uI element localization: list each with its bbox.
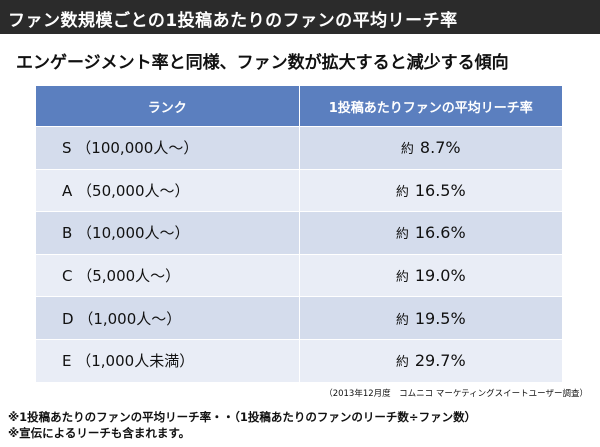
reach-value: 16.5% bbox=[414, 180, 466, 200]
header-reach-rate: 1投稿あたりファンの平均リーチ率 bbox=[299, 86, 562, 127]
footnotes: ※1投稿あたりのファンの平均リーチ率・・（1投稿あたりのファンのリーチ数÷ファン… bbox=[8, 409, 476, 441]
header-rank: ランク bbox=[36, 86, 300, 127]
title-bar: ファン数規模ごとの1投稿あたりのファンの平均リーチ率 bbox=[0, 0, 600, 34]
approx-label: 約 bbox=[395, 227, 409, 243]
approx-label: 約 bbox=[395, 184, 409, 200]
footnote-ads: ※宣伝によるリーチも含まれます。 bbox=[8, 426, 191, 440]
footnote-definition: ※1投稿あたりのファンの平均リーチ率・・（1投稿あたりのファンのリーチ数÷ファン… bbox=[8, 410, 477, 424]
reach-value: 19.0% bbox=[414, 266, 466, 286]
reach-value: 19.5% bbox=[414, 308, 466, 328]
reach-value: 8.7% bbox=[419, 138, 461, 158]
reach-rate-table: ランク 1投稿あたりファンの平均リーチ率 S （100,000人～） 約 8.7%… bbox=[36, 86, 562, 382]
reach-value: 16.6% bbox=[414, 223, 466, 243]
table-row: A （50,000人～） 約 16.5% bbox=[36, 168, 562, 212]
reach-cell: 約 16.5% bbox=[299, 168, 562, 212]
subtitle: エンゲージメント率と同様、ファン数が拡大すると減少する傾向 bbox=[16, 53, 509, 73]
table-header-row: ランク 1投稿あたりファンの平均リーチ率 bbox=[36, 86, 562, 127]
page-title: ファン数規模ごとの1投稿あたりのファンの平均リーチ率 bbox=[8, 11, 458, 31]
reach-cell: 約 8.7% bbox=[299, 126, 562, 170]
rank-cell: E （1,000人未満） bbox=[36, 338, 300, 382]
table-row: C （5,000人～） 約 19.0% bbox=[36, 253, 562, 297]
table-row: E （1,000人未満） 約 29.7% bbox=[36, 338, 562, 382]
approx-label: 約 bbox=[400, 142, 414, 158]
rank-cell: D （1,000人～） bbox=[36, 296, 300, 340]
rank-cell: B （10,000人～） bbox=[36, 211, 300, 255]
rank-cell: C （5,000人～） bbox=[36, 253, 300, 297]
approx-label: 約 bbox=[395, 312, 409, 328]
reach-cell: 約 19.5% bbox=[299, 296, 562, 340]
reach-cell: 約 19.0% bbox=[299, 253, 562, 297]
reach-cell: 約 16.6% bbox=[299, 211, 562, 255]
table-row: B （10,000人～） 約 16.6% bbox=[36, 211, 562, 255]
approx-label: 約 bbox=[395, 355, 409, 371]
table-row: D （1,000人～） 約 19.5% bbox=[36, 296, 562, 340]
source-note: （2013年12月度 コムニコ マーケティングスイートユーザー調査） bbox=[324, 389, 588, 399]
approx-label: 約 bbox=[395, 270, 409, 286]
rank-cell: S （100,000人～） bbox=[36, 126, 300, 170]
rank-cell: A （50,000人～） bbox=[36, 168, 300, 212]
reach-value: 29.7% bbox=[414, 351, 466, 371]
table-row: S （100,000人～） 約 8.7% bbox=[36, 126, 562, 170]
reach-cell: 約 29.7% bbox=[299, 338, 562, 382]
